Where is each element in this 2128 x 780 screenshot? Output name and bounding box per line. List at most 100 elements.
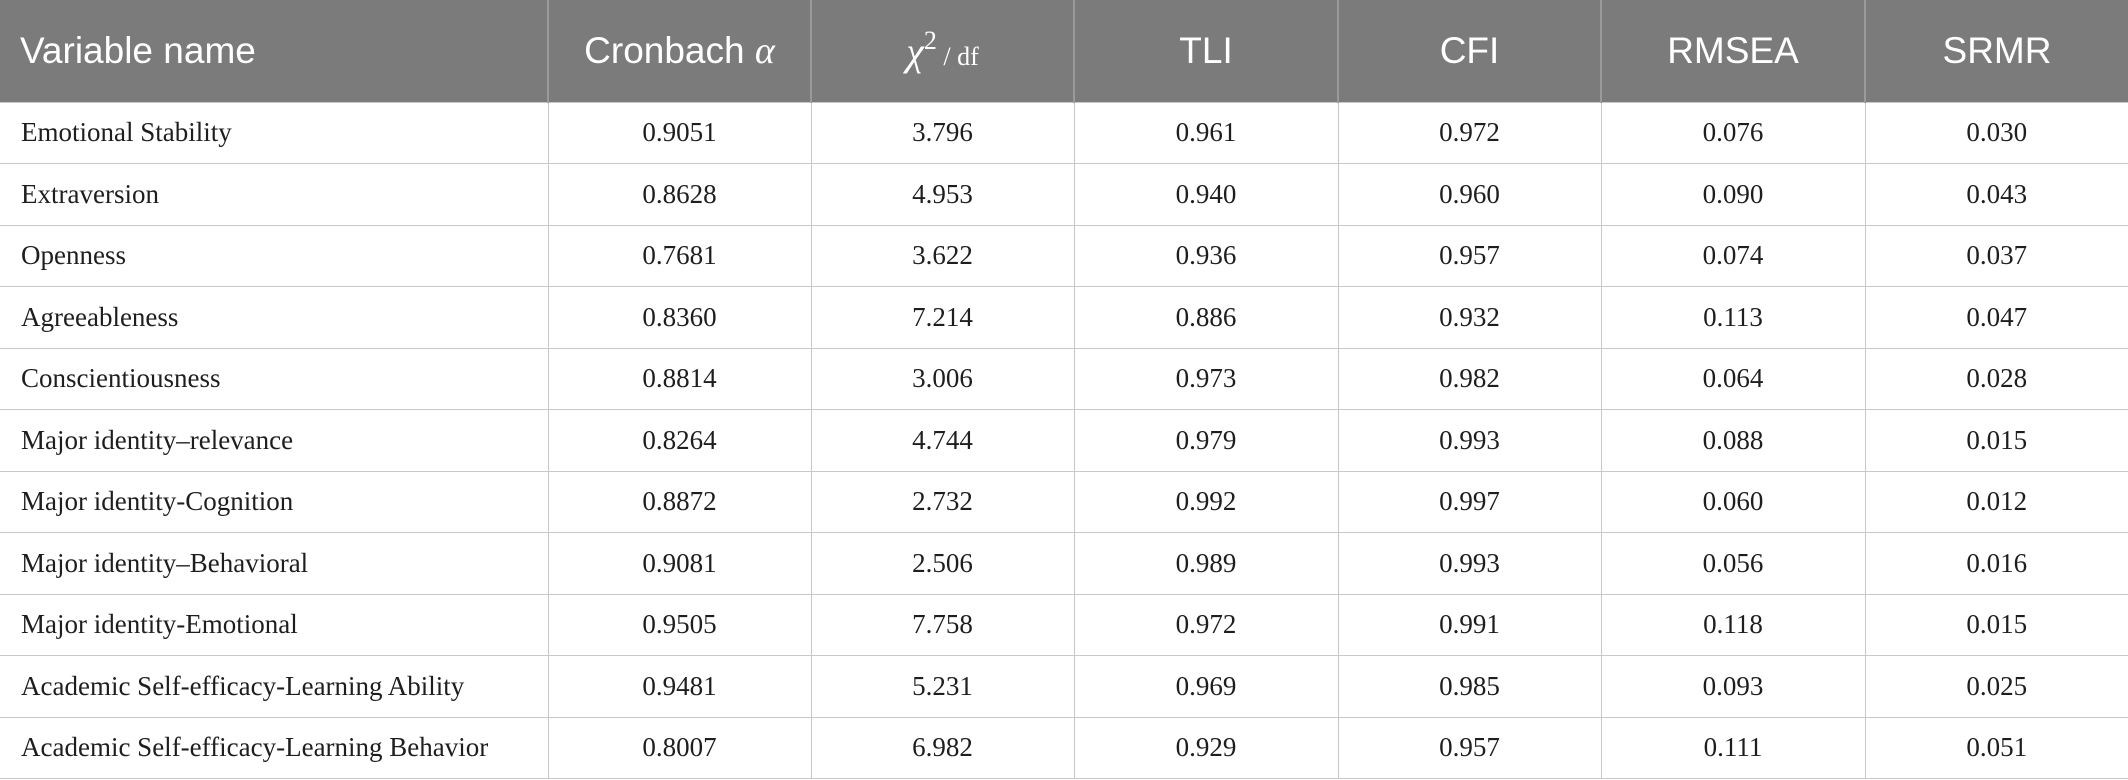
cell-tli: 0.989 xyxy=(1073,532,1339,595)
table-row: Academic Self-efficacy-Learning Behavior… xyxy=(0,716,2128,779)
cell-cfi: 0.932 xyxy=(1337,286,1602,349)
cell-cfi: 0.960 xyxy=(1337,163,1602,226)
cell-cronbach-alpha: 0.9051 xyxy=(547,101,812,164)
table-header: Variable name Cronbach α χ2 / df TLI CFI… xyxy=(0,0,2128,102)
table-row: Major identity-Emotional 0.9505 7.758 0.972… xyxy=(0,593,2128,656)
cell-chi-square-df: 3.006 xyxy=(810,347,1075,410)
cell-cronbach-alpha: 0.8360 xyxy=(547,286,812,349)
cell-chi-square-df: 4.953 xyxy=(810,163,1075,226)
cell-variable-name: Major identity-Emotional xyxy=(0,593,549,656)
table-body: Emotional Stability 0.9051 3.796 0.961 0.972… xyxy=(0,101,2128,779)
header-alpha-symbol: α xyxy=(754,29,775,72)
header-cronbach-alpha: Cronbach α xyxy=(547,0,811,102)
cell-tli: 0.972 xyxy=(1073,593,1339,656)
cell-srmr: 0.051 xyxy=(1864,716,2128,779)
cell-srmr: 0.015 xyxy=(1864,409,2128,472)
cell-chi-square-df: 7.214 xyxy=(810,286,1075,349)
cell-cfi: 0.957 xyxy=(1337,716,1602,779)
cell-rmsea: 0.118 xyxy=(1600,593,1866,656)
cell-tli: 0.979 xyxy=(1073,409,1339,472)
table-row: Major identity–relevance 0.8264 4.744 0.979… xyxy=(0,409,2128,472)
cell-cronbach-alpha: 0.8872 xyxy=(547,470,812,533)
cell-cfi: 0.957 xyxy=(1337,224,1602,287)
cell-srmr: 0.016 xyxy=(1864,532,2128,595)
cell-variable-name: Major identity-Cognition xyxy=(0,470,549,533)
table-row: Emotional Stability 0.9051 3.796 0.961 0.972… xyxy=(0,101,2128,164)
cell-rmsea: 0.088 xyxy=(1600,409,1866,472)
cell-tli: 0.973 xyxy=(1073,347,1339,410)
cell-variable-name: Academic Self-efficacy-Learning Ability xyxy=(0,655,549,718)
table-row: Openness 0.7681 3.622 0.936 0.957 0.074 0.037 xyxy=(0,224,2128,287)
header-rmsea: RMSEA xyxy=(1600,0,1865,102)
header-tli: TLI xyxy=(1073,0,1338,102)
cell-srmr: 0.025 xyxy=(1864,655,2128,718)
cell-tli: 0.940 xyxy=(1073,163,1339,226)
cell-srmr: 0.015 xyxy=(1864,593,2128,656)
cell-variable-name: Conscientiousness xyxy=(0,347,549,410)
cell-cfi: 0.991 xyxy=(1337,593,1602,656)
cell-cronbach-alpha: 0.8628 xyxy=(547,163,812,226)
cell-cfi: 0.993 xyxy=(1337,532,1602,595)
cell-rmsea: 0.074 xyxy=(1600,224,1866,287)
cell-tli: 0.961 xyxy=(1073,101,1339,164)
header-df-text: / df xyxy=(936,42,979,72)
cell-srmr: 0.047 xyxy=(1864,286,2128,349)
cell-chi-square-df: 6.982 xyxy=(810,716,1075,779)
cell-rmsea: 0.111 xyxy=(1600,716,1866,779)
table-row: Major identity-Cognition 0.8872 2.732 0.992… xyxy=(0,470,2128,533)
cell-variable-name: Openness xyxy=(0,224,549,287)
cell-chi-square-df: 3.622 xyxy=(810,224,1075,287)
cell-cfi: 0.972 xyxy=(1337,101,1602,164)
cell-cronbach-alpha: 0.8814 xyxy=(547,347,812,410)
header-chi-symbol: χ xyxy=(906,29,924,75)
cell-tli: 0.992 xyxy=(1073,470,1339,533)
cell-chi-square-df: 5.231 xyxy=(810,655,1075,718)
cell-variable-name: Extraversion xyxy=(0,163,549,226)
cell-cronbach-alpha: 0.8264 xyxy=(547,409,812,472)
cell-cronbach-alpha: 0.7681 xyxy=(547,224,812,287)
cell-cfi: 0.993 xyxy=(1337,409,1602,472)
header-variable-name: Variable name xyxy=(20,29,256,71)
cell-chi-square-df: 3.796 xyxy=(810,101,1075,164)
header-cfi: CFI xyxy=(1337,0,1601,102)
cell-rmsea: 0.064 xyxy=(1600,347,1866,410)
cell-chi-square-df: 7.758 xyxy=(810,593,1075,656)
header-srmr: SRMR xyxy=(1864,0,2128,102)
header-row: Variable name Cronbach α χ2 / df TLI CFI… xyxy=(0,0,2128,102)
cell-srmr: 0.043 xyxy=(1864,163,2128,226)
cell-chi-square-df: 2.732 xyxy=(810,470,1075,533)
cell-chi-square-df: 2.506 xyxy=(810,532,1075,595)
cell-srmr: 0.030 xyxy=(1864,101,2128,164)
cell-srmr: 0.037 xyxy=(1864,224,2128,287)
header-chi-superscript: 2 xyxy=(923,26,937,56)
header-chi-square-df: χ2 / df xyxy=(810,0,1074,102)
cell-cronbach-alpha: 0.9505 xyxy=(547,593,812,656)
table-row: Major identity–Behavioral 0.9081 2.506 0.98… xyxy=(0,532,2128,595)
cell-tli: 0.929 xyxy=(1073,716,1339,779)
cell-cronbach-alpha: 0.9481 xyxy=(547,655,812,718)
cell-srmr: 0.012 xyxy=(1864,470,2128,533)
cell-cfi: 0.997 xyxy=(1337,470,1602,533)
cell-rmsea: 0.113 xyxy=(1600,286,1866,349)
cell-variable-name: Academic Self-efficacy-Learning Behavior xyxy=(0,716,549,779)
cell-rmsea: 0.060 xyxy=(1600,470,1866,533)
cell-variable-name: Agreeableness xyxy=(0,286,549,349)
cell-rmsea: 0.090 xyxy=(1600,163,1866,226)
cell-cfi: 0.982 xyxy=(1337,347,1602,410)
table-row: Conscientiousness 0.8814 3.006 0.973 0.982 0.… xyxy=(0,347,2128,410)
cell-rmsea: 0.056 xyxy=(1600,532,1866,595)
cell-cronbach-alpha: 0.9081 xyxy=(547,532,812,595)
cell-cronbach-alpha: 0.8007 xyxy=(547,716,812,779)
cell-variable-name: Major identity–Behavioral xyxy=(0,532,549,595)
cell-tli: 0.886 xyxy=(1073,286,1339,349)
cell-srmr: 0.028 xyxy=(1864,347,2128,410)
table-row: Agreeableness 0.8360 7.214 0.886 0.932 0.113 0… xyxy=(0,286,2128,349)
cell-rmsea: 0.093 xyxy=(1600,655,1866,718)
cell-tli: 0.969 xyxy=(1073,655,1339,718)
cell-variable-name: Major identity–relevance xyxy=(0,409,549,472)
header-cronbach-text: Cronbach xyxy=(584,29,745,71)
cell-rmsea: 0.076 xyxy=(1600,101,1866,164)
table-row: Extraversion 0.8628 4.953 0.940 0.960 0.090 0.… xyxy=(0,163,2128,226)
cell-tli: 0.936 xyxy=(1073,224,1339,287)
